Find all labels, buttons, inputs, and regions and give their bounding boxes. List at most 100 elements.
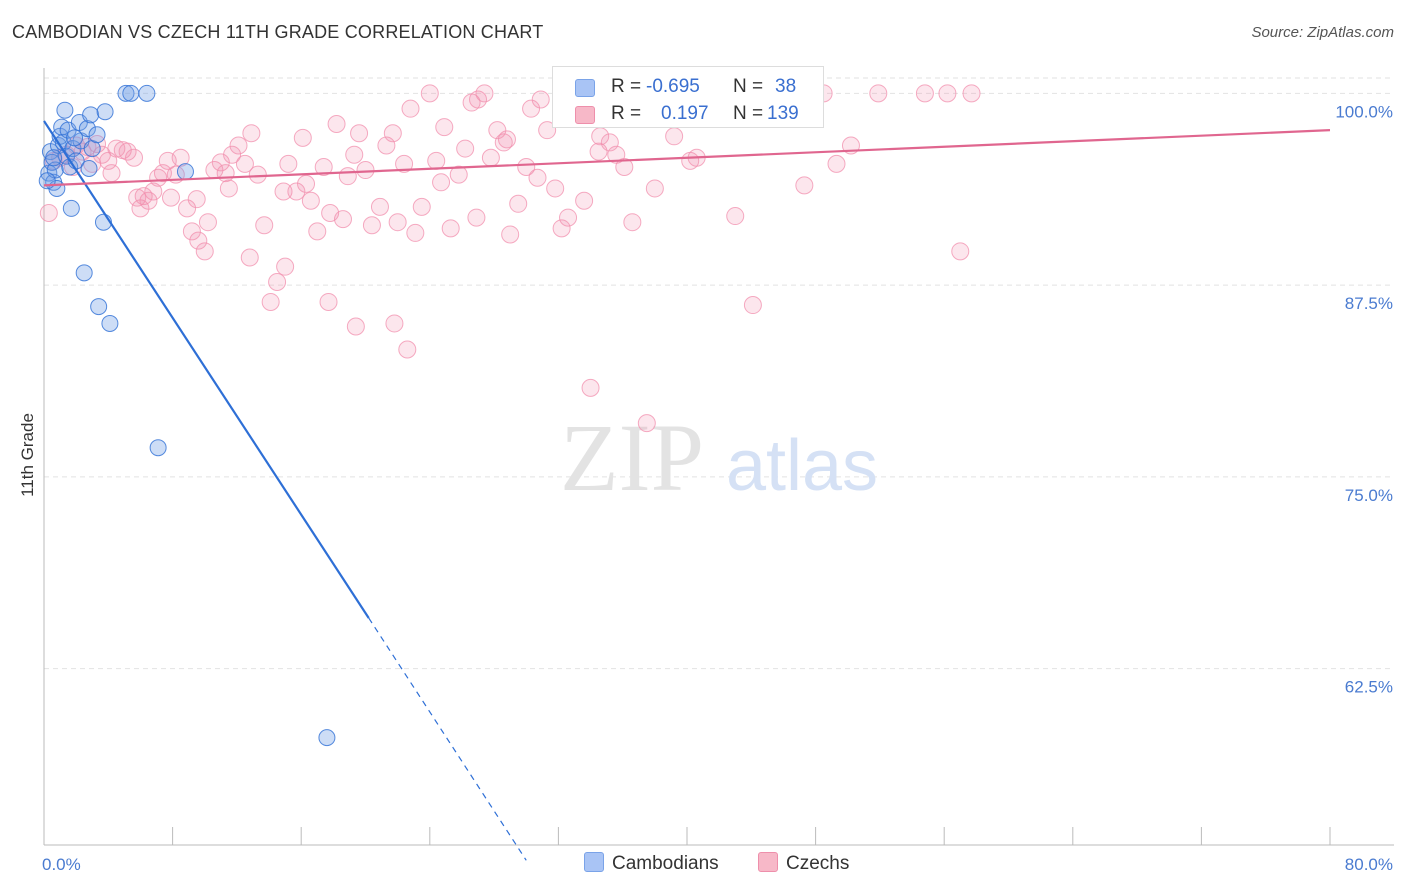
czech-point (517, 157, 536, 176)
czech-point (287, 182, 306, 201)
czech-point (235, 154, 254, 173)
czech-point (951, 242, 970, 261)
czech-point (589, 142, 608, 161)
czech-point (102, 164, 121, 183)
czech-point (125, 148, 144, 167)
czech-point (178, 199, 197, 218)
czech-point (581, 378, 600, 397)
czech-point (255, 216, 274, 235)
cambodian-point (45, 149, 63, 167)
series-legend: Cambodians Czechs (0, 852, 1406, 878)
czech-point (240, 248, 259, 267)
czech-point (467, 208, 486, 227)
czech-point (432, 173, 451, 192)
cambodian-point (176, 163, 194, 181)
x-tick-label: 0.0% (42, 855, 81, 874)
czech-point (494, 133, 513, 152)
czech-point (435, 118, 454, 137)
cambodian-trend-line (43, 120, 370, 619)
czech-point (962, 84, 981, 103)
legend-swatch-cambodians (575, 79, 595, 97)
czech-point (195, 242, 214, 261)
czech-point (395, 154, 414, 173)
cambodian-point (117, 84, 135, 102)
czech-point (456, 139, 475, 158)
czech-point (538, 121, 557, 140)
czech-point (187, 190, 206, 209)
czech-point (370, 197, 389, 216)
legend-item-cambodians[interactable]: Cambodians (584, 852, 719, 875)
czech-point (475, 84, 494, 103)
czech-point (509, 194, 528, 213)
czech-point (107, 139, 126, 158)
legend-item-czechs[interactable]: Czechs (758, 852, 849, 875)
czech-point (319, 292, 338, 311)
czech-point (279, 154, 298, 173)
czech-point (276, 257, 295, 276)
cambodian-point (90, 298, 108, 316)
y-tick-label: 75.0% (1345, 486, 1393, 505)
y-axis-label: 11th Grade (18, 413, 37, 497)
legend-swatch-czechs (575, 106, 595, 124)
czech-point (189, 231, 208, 250)
czech-point (915, 84, 934, 103)
czech-point (645, 179, 664, 198)
czech-point (501, 225, 520, 244)
czech-point (338, 167, 357, 186)
y-tick-label: 87.5% (1345, 294, 1393, 313)
czech-points (39, 84, 981, 433)
czech-point (198, 213, 217, 232)
czech-point (726, 207, 745, 226)
czech-point (388, 213, 407, 232)
watermark-zip: ZIP (560, 404, 704, 511)
czech-point (665, 127, 684, 146)
czech-point (406, 223, 425, 242)
cambodian-point (66, 129, 84, 147)
czech-point (449, 165, 468, 184)
legend-swatch-cambodians (584, 852, 604, 872)
cambodian-point (149, 439, 167, 457)
cambodian-point (56, 101, 74, 119)
czech-point (552, 219, 571, 238)
czech-point (301, 191, 320, 210)
czech-point (938, 84, 957, 103)
czech-point (427, 151, 446, 170)
czech-point (229, 136, 248, 155)
czech-point (356, 161, 375, 180)
stats-legend: R = -0.695 N = 38 R = 0.197 N = 139 (552, 66, 824, 128)
legend-label-cambodians: Cambodians (612, 853, 719, 874)
czech-point (216, 164, 235, 183)
watermark-atlas: atlas (726, 426, 878, 506)
czech-point (575, 191, 594, 210)
cambodian-point (75, 264, 93, 282)
cambodian-point (78, 120, 96, 138)
y-tick-label: 100.0% (1335, 102, 1393, 121)
czech-point (637, 414, 656, 433)
czech-point (385, 314, 404, 333)
czech-point (350, 124, 369, 143)
trend-layer (43, 120, 1331, 861)
czech-point (615, 157, 634, 176)
czech-point (795, 176, 814, 195)
czech-point (219, 179, 238, 198)
cambodian-point (96, 103, 114, 121)
czech-point (412, 197, 431, 216)
czech-point (345, 145, 364, 164)
cambodian-point (88, 126, 106, 144)
chart-title: CAMBODIAN VS CZECH 11TH GRADE CORRELATIO… (12, 22, 544, 42)
legend-r-label: R = (611, 103, 642, 124)
czech-point (362, 216, 381, 235)
legend-r-value: 0.197 (661, 103, 709, 124)
czech-point (333, 210, 352, 229)
cambodian-point (80, 160, 98, 178)
czech-point (528, 168, 547, 187)
legend-n-label: N = (733, 76, 764, 97)
czech-point (261, 292, 280, 311)
czech-point (441, 219, 460, 238)
source-label: Source: ZipAtlas.com (1251, 24, 1394, 41)
czech-point (297, 174, 316, 193)
czech-point (559, 208, 578, 227)
czech-point (128, 188, 147, 207)
legend-n-value: 139 (767, 103, 799, 124)
czech-point (274, 182, 293, 201)
